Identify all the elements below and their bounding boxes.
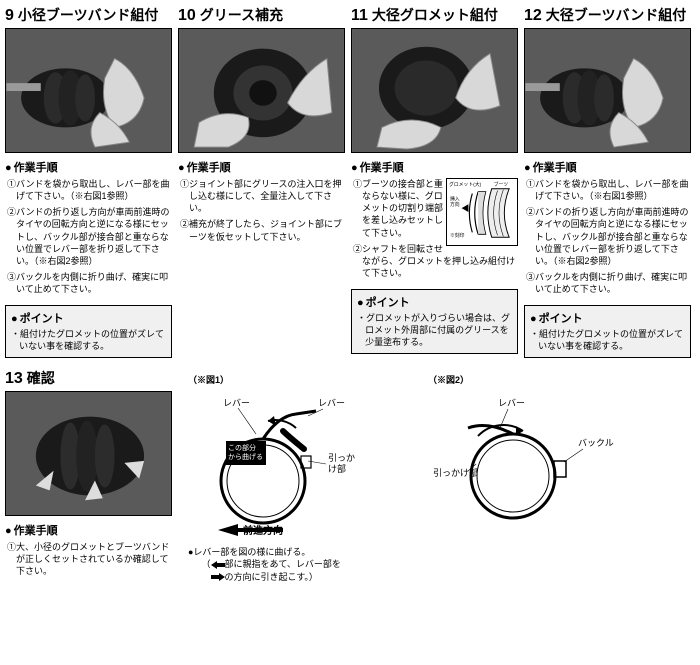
instruction-card: 12 大径ブーツバンド組付 作業手順 ①バンドを袋から取出し、レバー部を曲げて下さ… <box>524 5 691 358</box>
svg-text:バックル: バックル <box>578 438 614 448</box>
point-box: ポイント グロメットが入りづらい場合は、グロメット外周部に付属のグリースを少量塗… <box>351 289 518 353</box>
svg-text:引っか: 引っか <box>328 453 355 463</box>
point-box: ポイント 組付けたグロメットの位置がズレていない事を確認する。 <box>524 305 691 357</box>
step-title: 13 確認 <box>5 368 172 388</box>
procedure-heading: 作業手順 <box>5 159 172 175</box>
point-item: グロメットが入りづらい場合は、グロメット外周部に付属のグリースを少量塗布する。 <box>357 312 512 348</box>
procedure-step: ②補充が終了したら、ジョイント部にブーツを仮セットして下さい。 <box>180 218 343 242</box>
point-item: 組付けたグロメットの位置がズレていない事を確認する。 <box>530 328 685 352</box>
step-photo <box>178 28 345 153</box>
procedure-steps: ①ジョイント部にグリースの注入口を押し込む様にして、全量注入して下さい。 ②補充が… <box>178 178 345 243</box>
step-photo <box>351 28 518 153</box>
svg-text:レバー: レバー <box>498 398 525 408</box>
point-heading: ポイント <box>357 294 512 310</box>
step-number: 11 <box>351 7 368 25</box>
step-photo <box>5 28 172 153</box>
step-title: 9 小径ブーツバンド組付 <box>5 5 172 25</box>
procedure-step: ③バックルを内側に折り曲げ、確実に叩いて止めて下さい。 <box>7 271 170 295</box>
step-photo <box>524 28 691 153</box>
figure-notes: ●レバー部を図の様に曲げる。 （部に親指をあて、レバー部を の方向に引き起こす。… <box>188 546 685 584</box>
svg-text:レバー: レバー <box>318 398 345 408</box>
inline-diagram: グロメット(大) ブーツ 挿入方向 ※刻印 <box>446 178 518 246</box>
instruction-card: 13 確認 作業手順 ①大、小径のグロメットとブーツバンドが正しくセットされている… <box>5 368 172 589</box>
procedure-heading: 作業手順 <box>178 159 345 175</box>
svg-text:レバー: レバー <box>223 398 250 408</box>
figure-1: （※図1） レバー レバー この部分 から曲げる 引っか け部 <box>188 373 388 538</box>
svg-text:から曲げる: から曲げる <box>228 452 263 461</box>
step-number: 10 <box>178 7 196 25</box>
procedure-steps: ①バンドを袋から取出し、レバー部を曲げて下さい。（※右図1参照） ②バンドの折り返… <box>524 178 691 295</box>
instruction-card: 11 大径グロメット組付 作業手順 グロメット(大) ブーツ 挿入方向 ※刻印 … <box>351 5 518 358</box>
svg-text:グロメット(大): グロメット(大) <box>449 181 482 188</box>
procedure-step: ①大、小径のグロメットとブーツバンドが正しくセットされているか確認して下さい。 <box>7 541 170 577</box>
step-title: 11 大径グロメット組付 <box>351 5 518 25</box>
point-heading: ポイント <box>11 310 166 326</box>
procedure-steps: ①大、小径のグロメットとブーツバンドが正しくセットされているか確認して下さい。 <box>5 541 172 577</box>
procedure-heading: 作業手順 <box>5 522 172 538</box>
step-name: グリース補充 <box>200 5 283 25</box>
procedure-step: ③バックルを内側に折り曲げ、確実に叩いて止めて下さい。 <box>526 271 689 295</box>
svg-text:この部分: この部分 <box>228 443 256 452</box>
svg-text:ブーツ: ブーツ <box>494 181 509 188</box>
procedure-step: ①ジョイント部にグリースの注入口を押し込む様にして、全量注入して下さい。 <box>180 178 343 214</box>
point-item: 組付けたグロメットの位置がズレていない事を確認する。 <box>11 328 166 352</box>
instruction-card: 10 グリース補充 作業手順 ①ジョイント部にグリースの注入口を押し込む様にして、… <box>178 5 345 358</box>
step-number: 13 <box>5 370 23 388</box>
svg-text:挿入: 挿入 <box>450 195 460 202</box>
procedure-heading: 作業手順 <box>524 159 691 175</box>
reference-figures: （※図1） レバー レバー この部分 から曲げる 引っか け部 <box>178 368 695 589</box>
step-name: 大径グロメット組付 <box>372 5 498 25</box>
procedure-step: ②バンドの折り返し方向が車両前進時のタイヤの回転方向と逆になる様にセットし、バッ… <box>7 206 170 267</box>
step-name: 小径ブーツバンド組付 <box>18 5 158 25</box>
procedure-step: ①バンドを袋から取出し、レバー部を曲げて下さい。（※右図1参照） <box>7 178 170 202</box>
figure-2: （※図2） レバー 引っかけ部 バックル <box>428 373 628 538</box>
svg-text:※刻印: ※刻印 <box>450 232 465 239</box>
step-photo <box>5 391 172 516</box>
point-box: ポイント 組付けたグロメットの位置がズレていない事を確認する。 <box>5 305 172 357</box>
instruction-card: 9 小径ブーツバンド組付 作業手順 ①バンドを袋から取出し、レバー部を曲げて下さい… <box>5 5 172 358</box>
procedure-step: ②バンドの折り返し方向が車両前進時のタイヤの回転方向と逆になる様にセットし、バッ… <box>526 206 689 267</box>
procedure-step: ①バンドを袋から取出し、レバー部を曲げて下さい。（※右図1参照） <box>526 178 689 202</box>
svg-text:方向: 方向 <box>450 201 460 208</box>
step-number: 12 <box>524 7 542 25</box>
svg-text:け部: け部 <box>328 463 346 474</box>
step-title: 12 大径ブーツバンド組付 <box>524 5 691 25</box>
point-heading: ポイント <box>530 310 685 326</box>
procedure-step: ②シャフトを回転させながら、グロメットを押し込み組付けて下さい。 <box>353 243 516 279</box>
step-number: 9 <box>5 7 14 25</box>
step-name: 大径ブーツバンド組付 <box>546 5 686 25</box>
procedure-heading: 作業手順 <box>351 159 518 175</box>
step-title: 10 グリース補充 <box>178 5 345 25</box>
procedure-steps: ①バンドを袋から取出し、レバー部を曲げて下さい。（※右図1参照） ②バンドの折り返… <box>5 178 172 295</box>
step-name: 確認 <box>27 368 55 388</box>
svg-text:引っかけ部: 引っかけ部 <box>433 467 478 478</box>
